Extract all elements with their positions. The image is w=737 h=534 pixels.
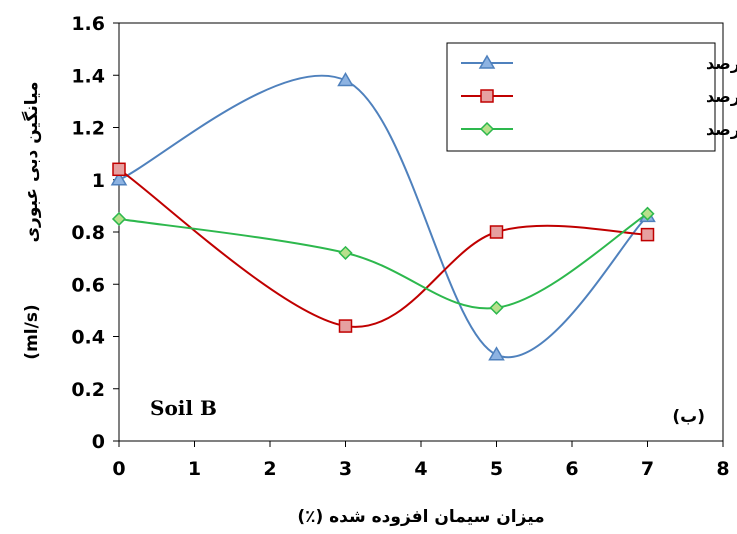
y-axis-unit: (ml/s) [22, 304, 42, 359]
x-tick-label: 5 [490, 458, 503, 480]
data-point [640, 206, 655, 221]
x-axis-title: میزان سیمان افزوده شده (٪) [297, 507, 544, 527]
x-tick-label: 2 [263, 458, 276, 480]
data-point [112, 162, 126, 177]
y-tick-label: 1.6 [71, 13, 105, 35]
y-tick-label: 1.4 [71, 65, 105, 87]
y-tick-label: 1.2 [71, 118, 105, 140]
y-tick-label: 0.8 [71, 222, 105, 244]
x-tick-label: 0 [112, 458, 125, 480]
soil-label: Soil B [150, 396, 217, 420]
x-axis-ticks: 0 1 2 3 4 5 6 7 8 [112, 441, 730, 480]
legend-swatch-marker [480, 89, 494, 103]
legend-swatch-marker [478, 54, 496, 69]
legend-swatch-marker [479, 121, 495, 137]
series-diamond [111, 206, 655, 315]
y-axis-ticks: 0 0.2 0.4 0.6 0.8 1 1.2 1.4 1.6 [71, 13, 119, 453]
data-point [337, 71, 354, 87]
y-tick-label: 0 [92, 431, 105, 453]
data-point [338, 319, 353, 333]
x-tick-label: 7 [641, 458, 654, 480]
series-layer [110, 71, 656, 361]
series-line [118, 74, 649, 359]
x-tick-label: 6 [565, 458, 578, 480]
y-axis-title-group: میانگین دبی عبوری (ml/s) [21, 81, 42, 359]
y-tick-label: 0.6 [71, 274, 105, 296]
y-axis-title: میانگین دبی عبوری [21, 81, 42, 242]
data-point [488, 346, 505, 361]
y-tick-label: 0.2 [71, 379, 105, 401]
x-tick-label: 1 [188, 458, 201, 480]
data-point [489, 225, 504, 239]
data-point [489, 300, 504, 315]
data-point [111, 211, 127, 226]
data-point [640, 227, 655, 242]
x-tick-label: 3 [339, 458, 352, 480]
series-line [118, 168, 648, 328]
data-point [338, 245, 353, 260]
x-tick-label: 8 [716, 458, 729, 480]
y-tick-label: 1 [92, 170, 105, 192]
y-tick-label: 0.4 [71, 327, 105, 349]
series-square [112, 162, 655, 333]
panel-label: (ب) [672, 407, 705, 427]
data-point [110, 171, 128, 186]
x-tick-label: 4 [414, 458, 427, 480]
series-line [118, 212, 649, 310]
